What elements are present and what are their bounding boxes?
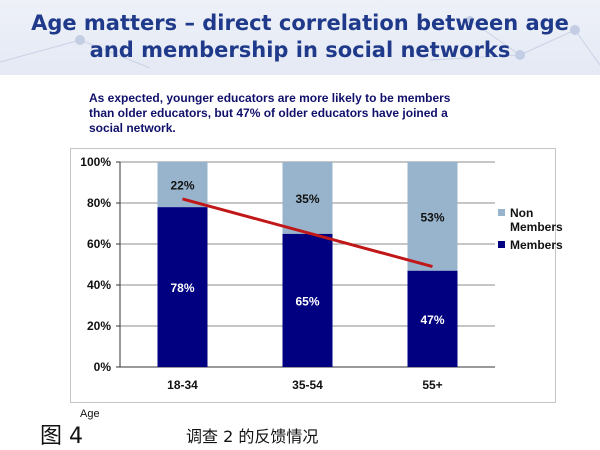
- x-axis-label: Age: [80, 408, 100, 420]
- data-label-members: 65%: [295, 294, 319, 308]
- y-tick-label: 60%: [87, 237, 111, 251]
- title-banner: Age matters – direct correlation between…: [0, 0, 600, 75]
- subtitle-line-3: social network.: [89, 121, 176, 135]
- data-label-non-members: 53%: [420, 210, 444, 224]
- figure-label: 图 4: [40, 424, 83, 449]
- data-label-non-members: 35%: [295, 192, 319, 206]
- y-tick-label: 40%: [87, 278, 111, 292]
- network-background-decoration: [0, 16, 600, 69]
- legend-label-non-members: Non Members: [510, 206, 563, 234]
- bar-non-members-35-54: [282, 162, 333, 234]
- subtitle-line-1: As expected, younger educators are more …: [89, 91, 451, 105]
- slide-title: Age matters – direct correlation between…: [0, 10, 600, 64]
- data-label-non-members: 22%: [170, 179, 194, 193]
- title-line-1: Age matters – direct correlation between…: [31, 11, 569, 35]
- bar-non-members-55+: [407, 162, 458, 271]
- y-tick-label: 100%: [80, 155, 111, 169]
- y-tick-label: 20%: [87, 319, 111, 333]
- subtitle-line-2: than older educators, but 47% of older e…: [89, 106, 448, 120]
- figure-description: 调查 2 的反馈情况: [186, 427, 319, 446]
- data-label-members: 78%: [170, 281, 194, 295]
- x-tick-label: 55+: [422, 378, 442, 392]
- trend-line: [182, 197, 433, 268]
- bar-members-55+: [407, 270, 458, 367]
- bar-members-35-54: [282, 233, 333, 367]
- legend-swatch-members: [498, 241, 505, 248]
- y-tick-label: 0%: [94, 360, 112, 374]
- slide-subtitle: As expected, younger educators are more …: [89, 91, 509, 136]
- x-tick-label: 18-34: [167, 378, 198, 392]
- legend-label-members: Members: [510, 238, 563, 252]
- legend-swatch-non-members: [498, 209, 505, 216]
- y-tick-label: 80%: [87, 196, 111, 210]
- bar-members-18-34: [157, 207, 208, 367]
- x-tick-label: 35-54: [292, 378, 323, 392]
- title-line-2: and membership in social networks: [89, 38, 511, 62]
- data-label-members: 47%: [420, 313, 444, 327]
